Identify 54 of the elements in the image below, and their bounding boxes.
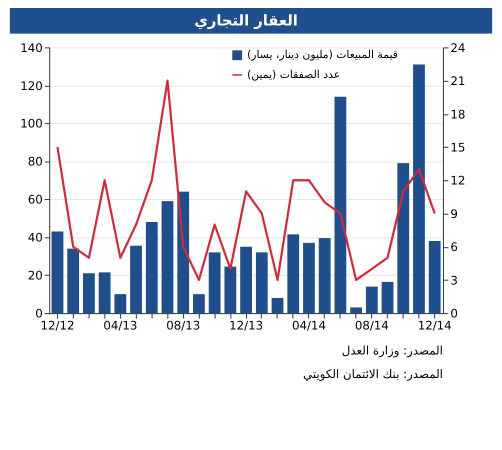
y2-tick-label: 3	[450, 273, 458, 288]
y2-tick-label: 9	[450, 206, 458, 221]
bar	[382, 282, 394, 314]
y-tick-label: 100	[20, 116, 43, 131]
y2-tick-label: 6	[450, 240, 458, 254]
y2-tick-label: 18	[450, 107, 466, 122]
bar	[52, 232, 64, 314]
bar	[83, 273, 95, 314]
y2-tick-label: 0	[450, 306, 458, 321]
y2-tick-label: 15	[450, 140, 466, 154]
bar	[162, 201, 174, 314]
bar	[366, 286, 378, 314]
text: المصدر: بنك الائتمان الكويتي	[303, 367, 443, 382]
bar	[98, 272, 111, 314]
y-tick-label: 40	[28, 230, 43, 245]
bar	[334, 96, 346, 314]
bar	[272, 298, 284, 314]
y2-tick-label: 24	[450, 40, 466, 55]
y-tick-label: 60	[28, 192, 43, 207]
line-series	[56, 80, 436, 282]
text: المصدر: وزارة العدل	[342, 343, 443, 358]
chart-title: العقار التجاري	[194, 12, 298, 30]
legend-label: عدد الصفقات (يمين)	[247, 68, 340, 81]
bar	[240, 246, 252, 314]
y-tick-label: 140	[20, 40, 43, 55]
bar	[287, 234, 300, 314]
bar	[350, 307, 362, 314]
y2-tick-label: 21	[450, 74, 466, 88]
y-tick-label: 80	[28, 154, 43, 169]
bar	[193, 294, 205, 314]
y2-tick-label: 12	[450, 174, 466, 188]
bar	[67, 248, 80, 314]
x-tick-label: 12/14	[418, 318, 452, 332]
bar	[413, 64, 425, 314]
y-tick-label: 120	[20, 78, 43, 93]
x-tick-label: 04/14	[292, 318, 326, 332]
x-tick-label: 12/13	[229, 318, 264, 332]
bar	[130, 246, 142, 314]
legend-label: قيمة المبيعات (مليون دينار، يسار)	[247, 48, 398, 62]
y-tick-label: 0	[35, 306, 43, 321]
bar	[224, 266, 236, 314]
bar	[428, 241, 441, 314]
bar	[303, 242, 315, 314]
bar	[114, 294, 126, 314]
bar	[397, 163, 410, 314]
x-tick-label: 08/13	[166, 318, 200, 332]
bar	[208, 252, 221, 314]
x-tick-label: 08/14	[354, 318, 389, 332]
y-tick-label: 20	[28, 268, 43, 283]
bar	[256, 252, 268, 314]
bar	[318, 238, 331, 314]
x-tick-label: 04/13	[103, 318, 138, 332]
x-tick-label: 12/12	[40, 318, 74, 332]
bar	[146, 222, 158, 314]
